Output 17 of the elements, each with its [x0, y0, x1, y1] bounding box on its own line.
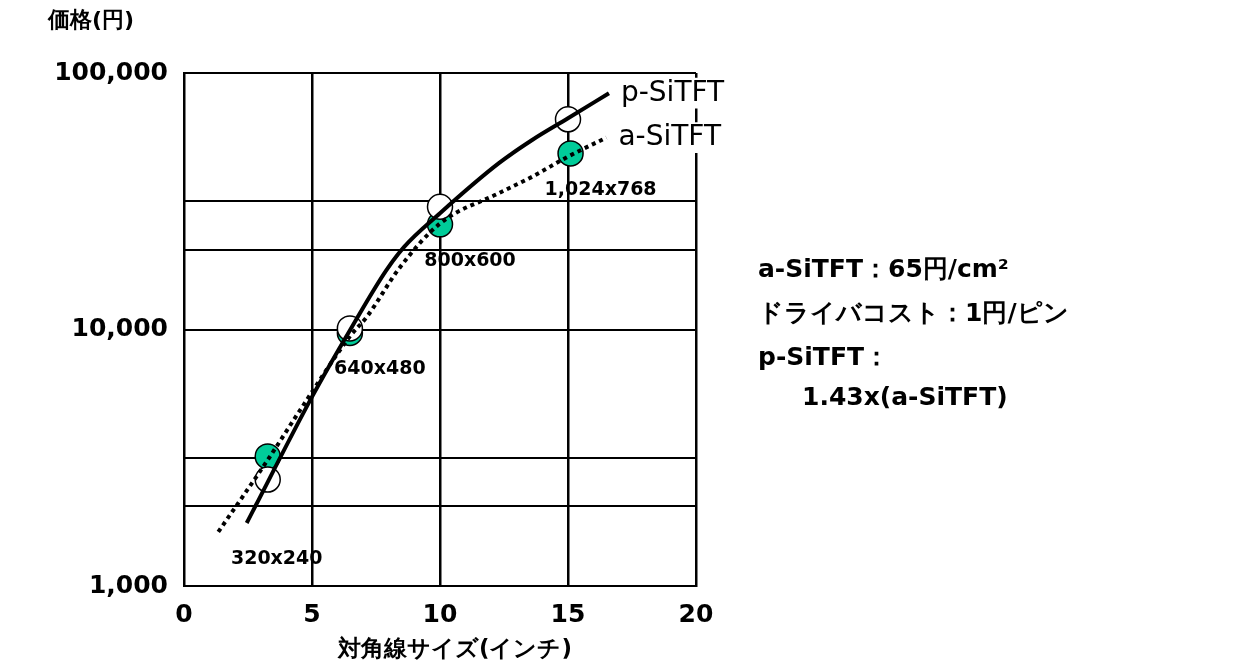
y-tick-label: 100,000: [54, 56, 168, 86]
y-tick-label: 1,000: [88, 569, 168, 599]
y-tick-label: 10,000: [71, 313, 168, 342]
x-tick-label: 0: [175, 598, 193, 628]
x-tick-label: 10: [422, 598, 458, 628]
y-axis-title: 価格(円): [47, 6, 135, 32]
series-label: p-SiTFT: [620, 74, 726, 108]
series-label: a-SiTFT: [618, 118, 722, 152]
point: [557, 140, 584, 167]
x-tick-label: 5: [303, 598, 321, 628]
x-tick-label: 15: [550, 598, 586, 628]
x-tick-label: 20: [678, 598, 714, 628]
text: p-SiTFT： 1.43x(a-SiTFT): [758, 341, 1008, 411]
text: ドライバコスト：1円/ピン: [758, 297, 1069, 327]
annotation: 640x480: [334, 356, 426, 379]
x-axis-title: 対角線サイズ(インチ): [336, 634, 573, 661]
text: a-SiTFT：65円/cm²: [758, 253, 1009, 283]
